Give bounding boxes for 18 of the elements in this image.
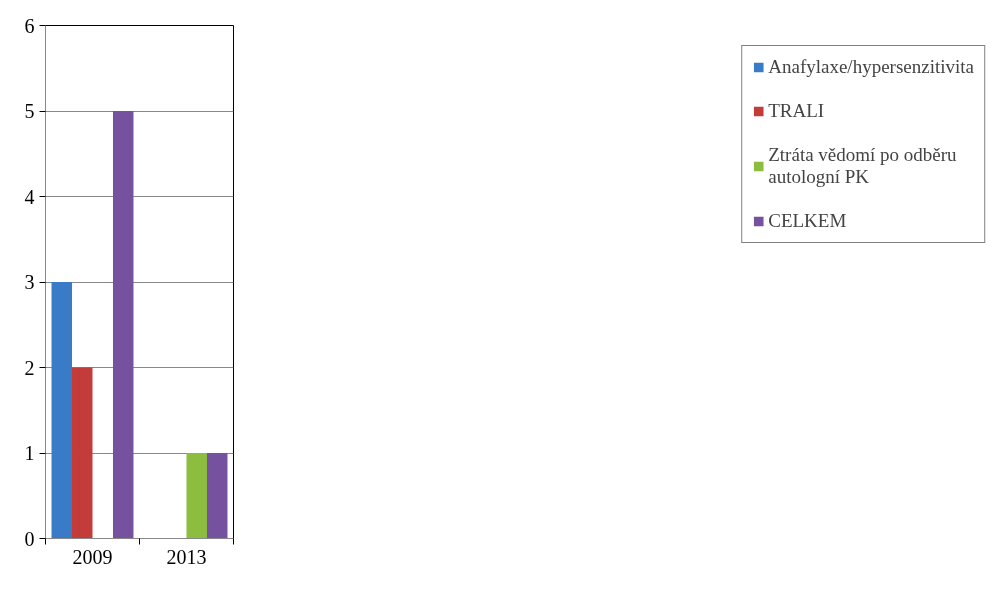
y-tick-label: 5	[24, 100, 35, 122]
bar	[72, 367, 93, 539]
legend-label: TRALI	[768, 100, 825, 122]
y-tick-label: 2	[24, 356, 35, 379]
x-tick-label: 2009	[72, 545, 113, 568]
bar	[186, 453, 207, 539]
y-tick-label: 6	[24, 14, 35, 37]
y-tick-label: 0	[24, 527, 35, 550]
bar	[51, 282, 73, 539]
legend-label: Ztráta vědomí po odběru autologní PK	[768, 144, 957, 188]
y-tick-label: 4	[24, 185, 35, 208]
x-tick-label: 2013	[166, 545, 207, 568]
legend-label: Anafylaxe/hypersenzitivita	[768, 56, 974, 78]
legend-label: CELKEM	[768, 210, 847, 232]
bar	[112, 111, 134, 539]
y-tick-label: 3	[24, 271, 35, 293]
y-tick-label: 1	[24, 442, 35, 464]
bar	[206, 453, 228, 539]
